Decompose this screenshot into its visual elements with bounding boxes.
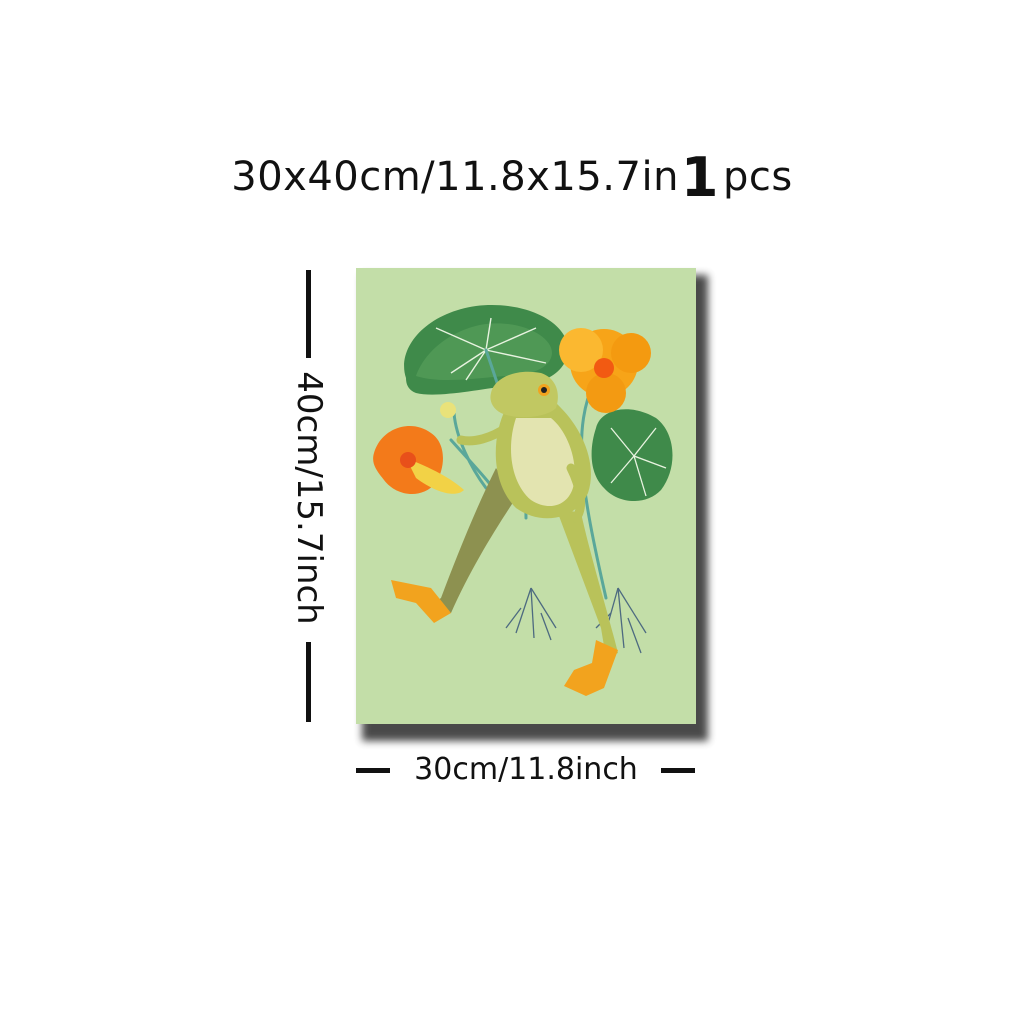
leaf-middle-right bbox=[591, 409, 673, 502]
height-dimension-line-top bbox=[306, 270, 311, 358]
frog-feet bbox=[391, 580, 618, 696]
canvas-print bbox=[356, 268, 696, 724]
width-dimension-line-right bbox=[661, 768, 695, 773]
flower-bud bbox=[440, 402, 456, 418]
frog-figure bbox=[426, 371, 618, 658]
size-text: 30x40cm/11.8x15.7in bbox=[231, 154, 679, 200]
quantity-number: 1 bbox=[680, 146, 719, 209]
flower-left bbox=[373, 425, 464, 495]
width-dimension-label: 30cm/11.8inch bbox=[414, 752, 638, 787]
height-dimension-line-bottom bbox=[306, 642, 311, 722]
frog-artwork-illustration bbox=[373, 305, 673, 696]
quantity-unit: pcs bbox=[723, 154, 793, 200]
height-label-text: 40cm/15.7inch bbox=[289, 371, 329, 625]
width-dimension-line-left bbox=[356, 768, 390, 773]
flower-top-right bbox=[559, 328, 651, 413]
product-size-title: 30x40cm/11.8x15.7in1 pcs bbox=[0, 140, 1024, 209]
